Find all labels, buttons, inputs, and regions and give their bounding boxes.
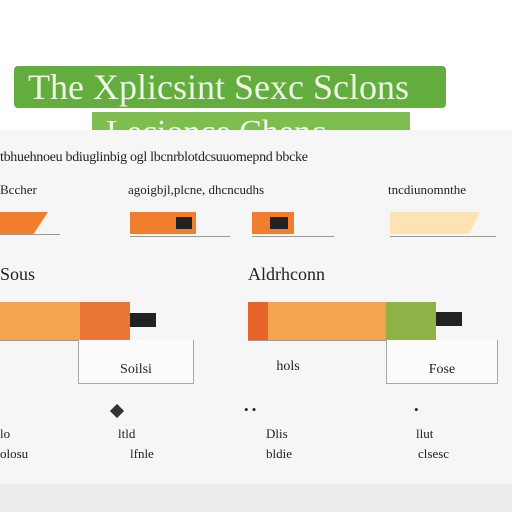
- row3-bottom-3: bldie: [266, 446, 292, 461]
- row2-value-box-1: Soilsi: [78, 340, 194, 384]
- row2-bar-2-handle[interactable]: [436, 312, 462, 326]
- row1-bar-1: [0, 212, 48, 234]
- row2-label-1: Sous: [0, 264, 36, 284]
- row2-value-2: hols: [276, 359, 300, 374]
- row1-bar-3-handle[interactable]: [270, 217, 288, 229]
- row2-bar-2-segment-a: [248, 302, 268, 340]
- row2-bar-1-handle[interactable]: [130, 313, 156, 327]
- footer-strip: [0, 484, 512, 512]
- header-banner: The Xplicsint Sexc Sclons Lecionce Chenc: [0, 30, 512, 154]
- row1-rule-3: [252, 236, 334, 237]
- row3-top-1: lo: [0, 426, 11, 441]
- row1-rule-4: [390, 236, 496, 237]
- row3-bottom-4: clsesc: [418, 446, 450, 461]
- row1-label-3: tncdiunomnthe: [388, 182, 466, 197]
- row3-top-3: Dlis: [266, 426, 288, 441]
- row2-bar-1-segment-b: [80, 302, 130, 340]
- row2-bar-1-segment-a: [0, 302, 80, 340]
- row1-bar-4: [390, 212, 480, 234]
- row1-rule-2: [130, 236, 230, 237]
- row1-bar-2-handle[interactable]: [176, 217, 192, 229]
- row2-bar-2-segment-b: [268, 302, 386, 340]
- row2-label-2: Aldrhconn: [248, 264, 325, 284]
- row1-rule-1: [0, 234, 60, 235]
- panel-caption: tbhuehnoeu bdiuglinbig ogl lbcnrblotdcsu…: [0, 150, 308, 165]
- row1-label-2: agoigbjl,plcne, dhcncudhs: [128, 182, 265, 197]
- row3-top-2: ltld: [118, 426, 136, 441]
- row2-value-box-3: Fose: [386, 340, 498, 384]
- row2-bar-2-segment-c: [386, 302, 436, 340]
- banner-title: The Xplicsint Sexc Sclons: [14, 66, 446, 108]
- row3-bottom-2: lfnle: [130, 446, 154, 461]
- row3-bottom-1: olosu: [0, 446, 29, 461]
- row2-rule-2: [248, 340, 498, 341]
- row3-mark-1: • •: [244, 402, 257, 417]
- row3-top-4: llut: [416, 426, 434, 441]
- row1-label-1: Bccher: [0, 182, 37, 197]
- row3-mark-2: •: [414, 402, 419, 417]
